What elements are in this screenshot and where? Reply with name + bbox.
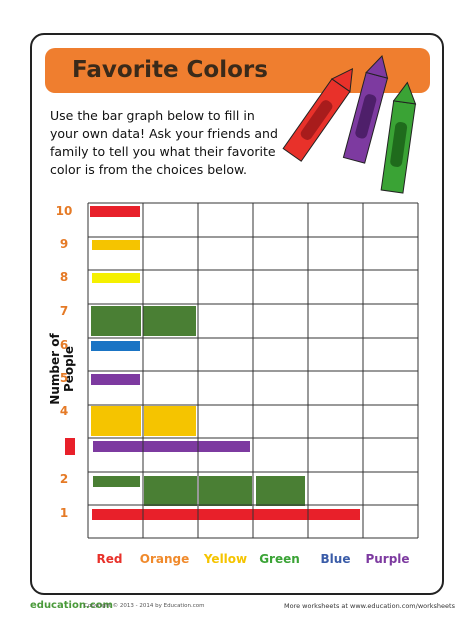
crayon-green [380,81,417,194]
y-label: 10 [55,204,73,218]
grid [87,202,419,539]
y-label: 8 [59,270,69,284]
instruction-line: Use the bar graph below to fill in [50,108,255,123]
y-label: 5 [59,371,69,385]
fills [65,206,360,520]
footer-more[interactable]: More worksheets at www.education.com/wor… [284,602,455,610]
category-label: Orange [139,552,190,566]
category-label: Purple [365,552,410,566]
instruction-line: family to tell you what their favorite [50,144,276,159]
y-label: 2 [59,472,69,486]
category-label: Blue [320,552,351,566]
y-label: 4 [59,404,69,418]
category-label: Green [259,552,300,566]
y-label: 6 [59,338,69,352]
frame [30,33,444,595]
category-label: Red [96,552,123,566]
footer-copyright: Copyright © 2013 - 2014 by Education.com [84,603,205,609]
instruction-line: color is from the choices below. [50,162,248,177]
title: Favorite Colors [72,57,268,83]
y-label: 1 [59,506,69,520]
y-label: 9 [59,237,69,251]
footer-logo[interactable]: education.com [30,600,113,611]
y-label: 7 [59,304,69,318]
instruction-line: your own data! Ask your friends and [50,126,278,141]
category-label: Yellow [203,552,248,566]
crayon-purple [342,54,389,164]
crayon-red [282,68,354,162]
